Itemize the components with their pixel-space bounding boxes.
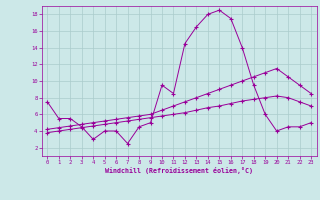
X-axis label: Windchill (Refroidissement éolien,°C): Windchill (Refroidissement éolien,°C) — [105, 167, 253, 174]
